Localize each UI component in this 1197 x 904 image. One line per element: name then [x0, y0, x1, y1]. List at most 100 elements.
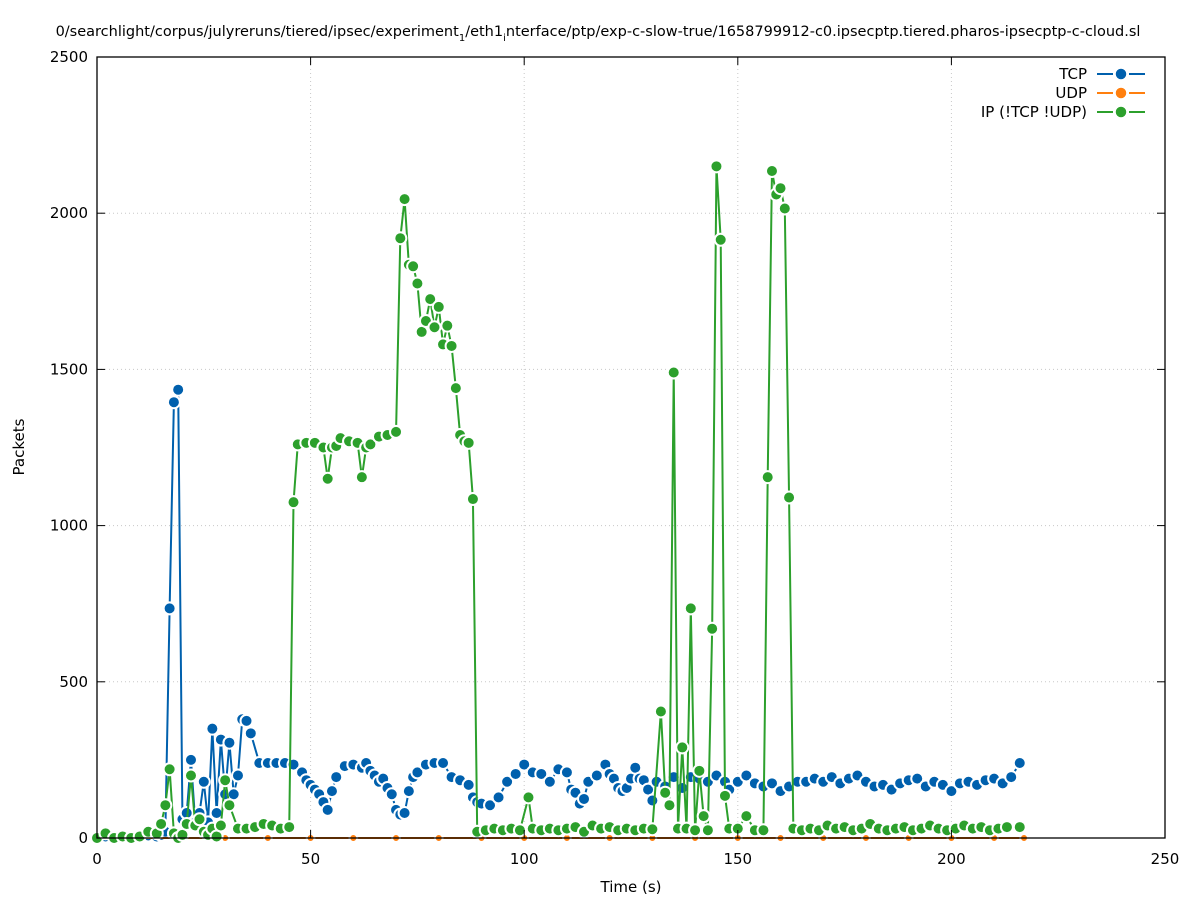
data-point: [717, 788, 732, 803]
data-point: [393, 231, 408, 246]
data-point: [384, 787, 399, 802]
data-point: [645, 793, 660, 808]
data-point: [196, 774, 211, 789]
legend-label: UDP: [1055, 84, 1087, 102]
series-layer: [90, 159, 1030, 845]
data-point: [705, 621, 720, 636]
data-point: [1004, 770, 1019, 785]
data-point: [777, 201, 792, 216]
data-point: [739, 809, 754, 824]
data-point: [675, 740, 690, 755]
chart-title: 0/searchlight/corpus/julyreruns/tiered/i…: [56, 24, 1141, 44]
data-point: [713, 232, 728, 247]
data-point: [534, 766, 549, 781]
data-point: [944, 784, 959, 799]
data-point: [329, 770, 344, 785]
data-point: [645, 822, 660, 837]
data-point: [542, 774, 557, 789]
data-point: [423, 292, 438, 307]
data-point: [410, 765, 425, 780]
data-point: [508, 766, 523, 781]
data-point: [577, 791, 592, 806]
data-point: [436, 756, 451, 771]
x-tick-label: 0: [92, 850, 102, 868]
data-point: [756, 823, 771, 838]
data-point: [166, 395, 181, 410]
plot-border: [96, 56, 1166, 839]
data-point: [683, 601, 698, 616]
legend-marker: [1114, 86, 1128, 100]
y-tick-label: 0: [78, 829, 88, 847]
data-point: [764, 164, 779, 179]
data-point: [213, 818, 228, 833]
legend-marker: [1114, 67, 1128, 81]
data-point: [517, 757, 532, 772]
data-point: [500, 774, 515, 789]
data-point: [910, 771, 925, 786]
data-point: [448, 381, 463, 396]
y-tick-label: 2000: [50, 204, 88, 222]
data-point: [406, 259, 421, 274]
data-point: [397, 192, 412, 207]
data-point: [658, 785, 673, 800]
data-point: [218, 773, 233, 788]
data-point: [222, 798, 237, 813]
data-point: [324, 784, 339, 799]
data-point: [444, 338, 459, 353]
data-point: [222, 735, 237, 750]
data-point: [764, 776, 779, 791]
data-point: [230, 768, 245, 783]
data-point: [397, 806, 412, 821]
data-point: [239, 713, 254, 728]
data-point: [154, 816, 169, 831]
data-point: [782, 490, 797, 505]
data-point: [440, 318, 455, 333]
data-point: [461, 435, 476, 450]
data-point: [282, 820, 297, 835]
data-point: [401, 784, 416, 799]
data-point: [354, 470, 369, 485]
data-point: [431, 299, 446, 314]
y-tick-label: 1000: [50, 517, 88, 535]
data-point: [286, 495, 301, 510]
data-point: [171, 382, 186, 397]
data-point: [205, 721, 220, 736]
data-point: [427, 320, 442, 335]
data-point: [158, 798, 173, 813]
y-tick-label: 1500: [50, 360, 88, 378]
data-point: [1012, 820, 1027, 835]
data-point: [696, 809, 711, 824]
grid: [97, 57, 1165, 838]
data-point: [653, 704, 668, 719]
x-axis-label: Time (s): [600, 878, 662, 896]
data-point: [465, 492, 480, 507]
data-point: [162, 601, 177, 616]
legend-marker: [1114, 105, 1128, 119]
data-point: [1012, 756, 1027, 771]
legend-label: IP (!TCP !UDP): [981, 103, 1087, 121]
x-tick-label: 50: [301, 850, 320, 868]
y-tick-label: 500: [59, 673, 88, 691]
data-point: [662, 798, 677, 813]
y-tick-label: 2500: [50, 48, 88, 66]
data-point: [320, 471, 335, 486]
data-point: [709, 159, 724, 174]
data-point: [692, 763, 707, 778]
series-tcp: [90, 382, 1027, 845]
data-point: [773, 181, 788, 196]
data-point: [491, 790, 506, 805]
data-point: [666, 365, 681, 380]
y-axis-label: Packets: [10, 418, 28, 475]
data-point: [410, 276, 425, 291]
data-point: [589, 768, 604, 783]
data-point: [688, 823, 703, 838]
data-point: [389, 424, 404, 439]
data-point: [183, 752, 198, 767]
data-point: [320, 802, 335, 817]
data-point: [162, 762, 177, 777]
x-tick-label: 150: [723, 850, 752, 868]
data-point: [363, 437, 378, 452]
data-point: [700, 823, 715, 838]
